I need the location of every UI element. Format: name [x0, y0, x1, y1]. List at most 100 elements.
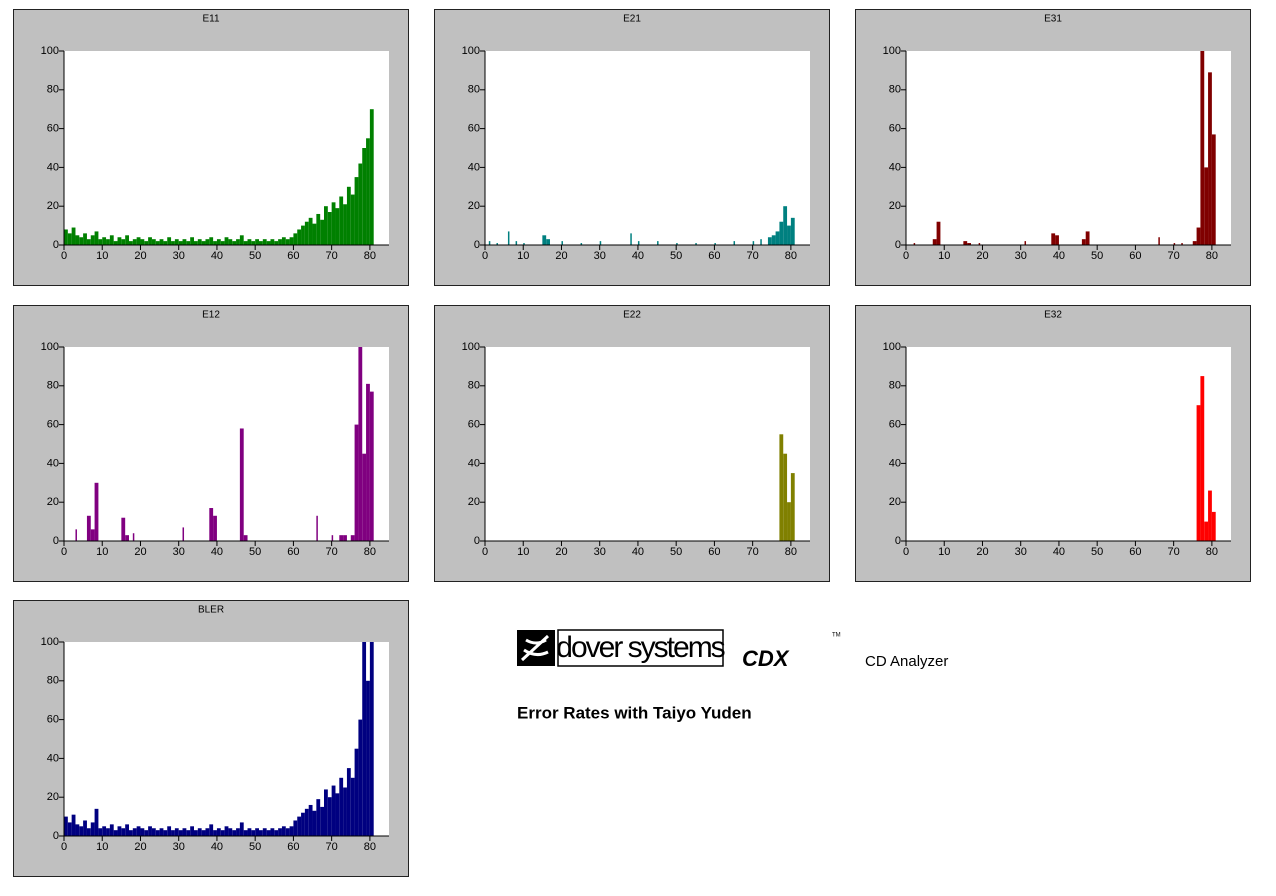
bar — [779, 434, 784, 541]
y-tick-label: 100 — [41, 341, 59, 353]
bar — [312, 223, 317, 245]
y-tick-label: 0 — [895, 239, 901, 251]
bar — [140, 239, 145, 245]
bar — [132, 828, 137, 836]
bar — [1158, 237, 1160, 245]
bar — [75, 824, 80, 836]
bar — [293, 233, 298, 245]
bar — [94, 808, 99, 836]
x-tick-label: 40 — [1053, 250, 1065, 262]
bar — [178, 241, 183, 245]
bar — [1208, 490, 1212, 541]
bar — [197, 828, 202, 836]
x-tick-label: 30 — [173, 546, 185, 558]
bar — [932, 239, 937, 245]
y-tick-label: 100 — [41, 636, 59, 648]
bar — [274, 241, 279, 245]
bar — [67, 822, 72, 836]
bar — [320, 806, 324, 836]
y-tick-label: 20 — [889, 496, 901, 508]
bar — [339, 777, 344, 836]
bar — [790, 217, 795, 245]
x-tick-label: 10 — [938, 546, 950, 558]
bar — [197, 239, 202, 245]
y-tick-label: 80 — [468, 380, 480, 392]
bar — [496, 243, 498, 245]
bar — [79, 237, 84, 245]
bar — [1024, 241, 1027, 245]
bar — [963, 241, 968, 245]
x-tick-label: 80 — [364, 841, 376, 853]
bar — [83, 820, 87, 836]
bar — [163, 830, 168, 836]
y-tick-label: 60 — [47, 419, 59, 431]
bar — [1173, 243, 1176, 245]
bar — [366, 138, 370, 245]
bar — [316, 213, 321, 245]
bar — [1055, 235, 1059, 245]
plot-area — [906, 347, 1231, 541]
x-tick-label: 0 — [61, 546, 67, 558]
bar — [224, 826, 229, 836]
bar — [117, 237, 122, 245]
bar — [354, 177, 359, 245]
bar — [324, 206, 328, 245]
x-tick-label: 10 — [96, 250, 108, 262]
bar — [580, 243, 583, 245]
x-tick-label: 30 — [1015, 546, 1027, 558]
bar — [297, 229, 302, 245]
bar — [369, 391, 374, 541]
plot-area — [64, 347, 389, 541]
bar — [327, 212, 332, 245]
chart-title: E31 — [1044, 14, 1062, 25]
x-tick-label: 40 — [211, 546, 223, 558]
x-tick-label: 60 — [708, 546, 720, 558]
bar — [1200, 376, 1205, 541]
bar — [335, 793, 340, 836]
bar — [186, 830, 191, 836]
bar — [714, 243, 716, 245]
bar — [637, 241, 640, 245]
bar — [358, 163, 363, 245]
bar — [281, 826, 286, 836]
y-tick-label: 20 — [47, 791, 59, 803]
x-tick-label: 70 — [1168, 546, 1180, 558]
y-tick-label: 80 — [47, 84, 59, 96]
y-tick-label: 80 — [468, 84, 480, 96]
bar — [790, 473, 795, 541]
bar — [733, 241, 736, 245]
x-tick-label: 40 — [1053, 546, 1065, 558]
bar — [182, 239, 187, 245]
x-tick-label: 20 — [134, 250, 146, 262]
bar — [75, 529, 77, 541]
bar — [343, 204, 347, 245]
x-tick-label: 20 — [134, 546, 146, 558]
bar — [350, 194, 355, 245]
bar — [148, 826, 152, 836]
bar — [232, 241, 237, 245]
bar — [151, 828, 156, 836]
bar — [1192, 241, 1197, 245]
bar — [262, 239, 267, 245]
bar — [362, 148, 367, 245]
x-tick-label: 50 — [1091, 250, 1103, 262]
bar — [64, 816, 68, 836]
bar — [599, 241, 602, 245]
bar — [1181, 243, 1183, 245]
bar — [102, 826, 107, 836]
chart-panel: E21 0 20 40 60 80 100 0 10 20 30 40 50 60 70 80 — [434, 9, 830, 286]
x-tick-label: 30 — [173, 250, 185, 262]
bar — [320, 219, 324, 245]
bar — [358, 347, 363, 541]
x-tick-label: 80 — [785, 546, 797, 558]
y-tick-label: 40 — [47, 752, 59, 764]
bar — [182, 828, 187, 836]
bar — [350, 777, 355, 836]
x-tick-label: 0 — [482, 250, 488, 262]
bar — [266, 241, 271, 245]
x-tick-label: 50 — [670, 546, 682, 558]
bar — [312, 810, 317, 836]
bar — [366, 680, 370, 836]
bar — [285, 239, 290, 245]
